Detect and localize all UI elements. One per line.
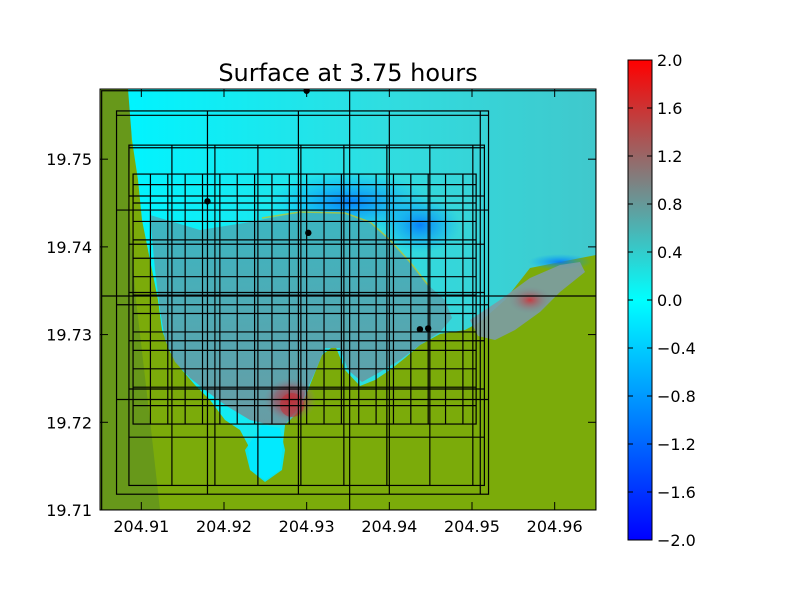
inner-harbor-water (245, 425, 285, 482)
gauge-point (204, 198, 211, 205)
plot-area (100, 89, 596, 510)
y-tick-label: 19.74 (46, 238, 92, 257)
grid-patch-border (132, 173, 477, 425)
y-axis: 19.71 19.72 19.73 19.74 19.75 (46, 150, 596, 520)
grid-level2 (115, 110, 490, 495)
x-tick-label: 204.95 (444, 517, 500, 536)
chart-title: Surface at 3.75 hours (218, 59, 477, 87)
grid-level3 (128, 144, 486, 487)
x-tick-label: 204.91 (113, 517, 169, 536)
colorbar-tick-label: 0.8 (657, 195, 682, 214)
y-tick-label: 19.73 (46, 326, 92, 345)
colorbar-tick-label: 0.4 (657, 243, 682, 262)
colorbar-ticks: 2.0 1.6 1.2 0.8 0.4 0.0 −0.4 −0.8 −1.2 −1.6 −2.0 (628, 51, 696, 550)
grid-level4 (132, 173, 477, 425)
land-shadow-west (100, 89, 160, 510)
x-axis: 204.91 204.92 204.93 204.94 204.95 204.96 (113, 89, 583, 536)
colorbar-tick-label: −0.8 (657, 387, 696, 406)
colorbar-tick-label: 1.2 (657, 147, 682, 166)
x-tick-label: 204.96 (527, 517, 583, 536)
colorbar: 2.0 1.6 1.2 0.8 0.4 0.0 −0.4 −0.8 −1.2 −1.6 −2.0 (627, 51, 696, 550)
gauge-point (416, 326, 424, 333)
colorbar-tick-label: −0.4 (657, 339, 696, 358)
gauge-point (305, 229, 312, 237)
axes-frame (99, 88, 597, 511)
gauge-markers (204, 89, 432, 333)
gauge-point (424, 325, 432, 332)
deep-blue-patch-east (380, 197, 460, 253)
colorbar-tick-label: 0.0 (657, 291, 682, 310)
x-tick-label: 204.94 (361, 517, 417, 536)
colorbar-tick-label: 1.6 (657, 99, 682, 118)
colorbar-tick-label: −2.0 (657, 531, 696, 550)
amr-grid (101, 90, 596, 510)
x-tick-label: 204.92 (196, 517, 252, 536)
y-tick-label: 19.72 (46, 413, 92, 432)
grid-patch-border (128, 144, 486, 487)
grid-patch-border (115, 110, 490, 495)
high-surface-channel (508, 286, 552, 314)
colorbar-tick-label: −1.6 (657, 483, 696, 502)
y-tick-label: 19.71 (46, 501, 92, 520)
colorbar-tick-label: −1.2 (657, 435, 696, 454)
x-tick-label: 204.93 (279, 517, 335, 536)
colorbar-tick-label: 2.0 (657, 51, 682, 70)
y-tick-label: 19.75 (46, 150, 92, 169)
